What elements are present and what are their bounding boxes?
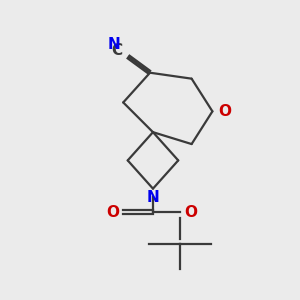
Text: O: O [218, 104, 231, 119]
Text: N: N [108, 37, 121, 52]
Text: C: C [112, 43, 123, 58]
Text: O: O [106, 205, 119, 220]
Text: O: O [184, 205, 197, 220]
Text: N: N [147, 190, 159, 205]
